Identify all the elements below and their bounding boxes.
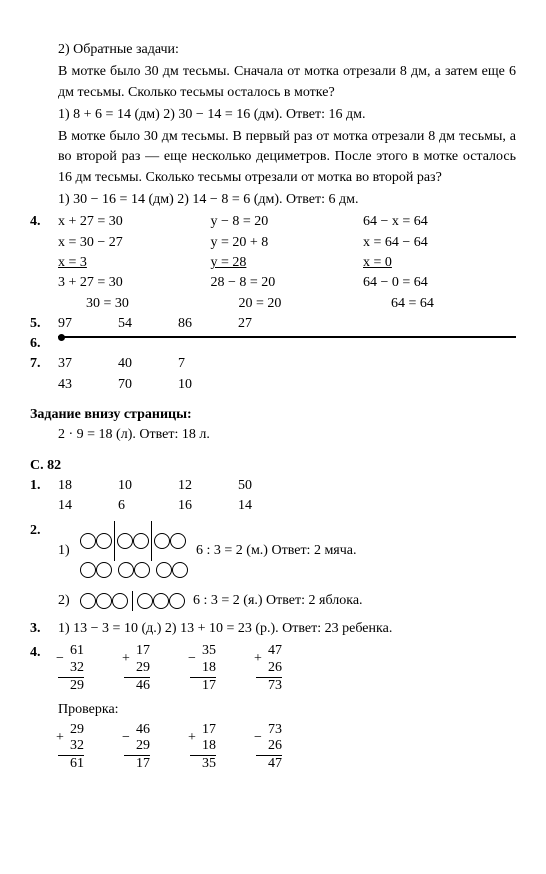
problem-number: 5. bbox=[30, 314, 58, 334]
problem-number: 1. bbox=[30, 476, 58, 517]
circles-diagram: 1) 6 : 3 = 2 (м.) Ответ: 2 мяча. bbox=[58, 521, 516, 581]
equation-col: x + 27 = 30 x = 30 − 27 x = 3 3 + 27 = 3… bbox=[58, 212, 211, 313]
problem-number: 6. bbox=[30, 334, 58, 354]
arithmetic-column: +472673 bbox=[256, 643, 282, 693]
equation-col: 64 − x = 64 x = 64 − 64 x = 0 64 − 0 = 6… bbox=[363, 212, 516, 313]
text-line: 1) 30 − 16 = 14 (дм) 2) 14 − 8 = 6 (дм).… bbox=[58, 190, 516, 210]
section-title: Задание внизу страницы: bbox=[30, 405, 516, 425]
arithmetic-row: +293261 −462917 +171835 −732647 bbox=[58, 722, 516, 772]
arithmetic-row: −613229 +172946 −351817 +472673 bbox=[58, 643, 516, 693]
arithmetic-column: −732647 bbox=[256, 722, 282, 772]
text-line: 1) 13 − 3 = 10 (д.) 2) 13 + 10 = 23 (р.)… bbox=[58, 619, 516, 639]
number-line bbox=[58, 336, 516, 338]
problem-number: 2. bbox=[30, 521, 58, 612]
text-line: 2 · 9 = 18 (л). Ответ: 18 л. bbox=[58, 425, 516, 445]
page-ref: С. 82 bbox=[30, 456, 516, 476]
problem-number: 4. bbox=[30, 643, 58, 778]
arithmetic-column: +171835 bbox=[190, 722, 216, 772]
arithmetic-column: +293261 bbox=[58, 722, 84, 772]
problem-number: 7. bbox=[30, 354, 58, 395]
problem-number: 4. bbox=[30, 212, 58, 313]
circles-diagram: 2) 6 : 3 = 2 (я.) Ответ: 2 яблока. bbox=[58, 591, 516, 611]
check-label: Проверка: bbox=[58, 700, 516, 720]
text-line: 2) Обратные задачи: bbox=[58, 40, 516, 60]
arithmetic-column: −351817 bbox=[190, 643, 216, 693]
number-rows: 37 40 7 43 70 10 bbox=[58, 354, 516, 395]
text-line: 1) 8 + 6 = 14 (дм) 2) 30 − 14 = 16 (дм).… bbox=[58, 105, 516, 125]
arithmetic-column: −613229 bbox=[58, 643, 84, 693]
number-row: 97 54 86 27 bbox=[58, 314, 516, 334]
arithmetic-column: +172946 bbox=[124, 643, 150, 693]
number-rows: 18 10 12 50 14 6 16 14 bbox=[58, 476, 516, 517]
arithmetic-column: −462917 bbox=[124, 722, 150, 772]
equation-col: y − 8 = 20 y = 20 + 8 y = 28 28 − 8 = 20… bbox=[211, 212, 364, 313]
text-para: В мотке было 30 дм тесьмы. Сначала от мо… bbox=[58, 62, 516, 103]
text-para: В мотке было 30 дм тесьмы. В первый раз … bbox=[58, 127, 516, 188]
problem-number: 3. bbox=[30, 619, 58, 639]
